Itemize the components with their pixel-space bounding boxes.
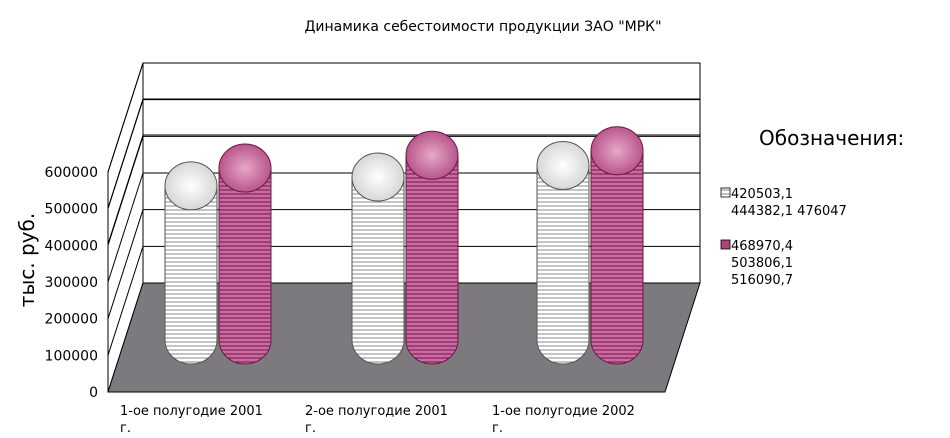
bar: [164, 161, 218, 365]
legend-label: 516090,7: [731, 273, 793, 288]
bar-top: [351, 152, 405, 202]
legend-swatch: [720, 239, 731, 250]
legend-label: 444382,1 476047: [731, 204, 847, 219]
y-axis: 0 100000 200000 300000 400000 500000 600000: [45, 165, 98, 401]
bar-body: [536, 164, 590, 365]
bar-top: [164, 161, 218, 211]
y-tick-label: 100000: [45, 348, 98, 364]
y-tick-label: 0: [89, 385, 98, 401]
legend-title: Обозначения:: [759, 126, 904, 150]
y-tick-label: 200000: [45, 312, 98, 328]
legend-swatch: [720, 187, 731, 198]
x-tick-label: г.: [492, 421, 503, 436]
bars: [164, 126, 644, 365]
bar-body: [351, 176, 405, 365]
bar: [218, 143, 272, 365]
y-axis-label: тыс. руб.: [15, 213, 39, 307]
y-tick-label: 500000: [45, 202, 98, 218]
x-tick-label: 1-ое полугодие 2001: [120, 404, 263, 419]
bar-top: [218, 143, 272, 193]
bar-top: [590, 126, 644, 176]
bar-top: [405, 130, 459, 180]
bar-body: [405, 154, 459, 365]
bar: [405, 130, 459, 365]
gridline-side: [107, 62, 144, 173]
bar-top: [536, 140, 590, 190]
y-tick-label: 600000: [45, 165, 98, 181]
legend-label: 468970,4: [731, 239, 793, 254]
y-tick-label: 400000: [45, 238, 98, 254]
legend-label: 503806,1: [731, 256, 793, 271]
legend-items: 420503,1 444382,1 476047 468970,4 503806,1 5…: [720, 187, 847, 288]
bar: [590, 126, 644, 365]
legend-label: 420503,1: [731, 187, 793, 202]
chart-title: Динамика себестоимости продукции ЗАО "МР…: [304, 19, 661, 35]
x-tick-label: г.: [120, 421, 131, 436]
x-tick-label: г.: [305, 421, 316, 436]
x-tick-label: 1-ое полугодие 2002: [492, 404, 635, 419]
gridline-side: [107, 209, 144, 319]
gridline-side: [107, 172, 144, 283]
bar-body: [218, 167, 272, 365]
bar: [351, 152, 405, 365]
y-tick-label: 300000: [45, 275, 98, 291]
x-axis: 1-ое полугодие 2001 г. 2-ое полугодие 2001…: [120, 404, 635, 436]
gridline-side: [107, 134, 144, 245]
x-tick-label: 2-ое полугодие 2001: [305, 404, 448, 419]
gridline-side: [107, 98, 144, 209]
bar-body: [164, 185, 218, 365]
gridline-side: [107, 246, 144, 356]
bar-body: [590, 150, 644, 365]
bar: [536, 140, 590, 365]
legend: Обозначения: 420503,1 444382,1 476047 4689…: [720, 126, 904, 288]
